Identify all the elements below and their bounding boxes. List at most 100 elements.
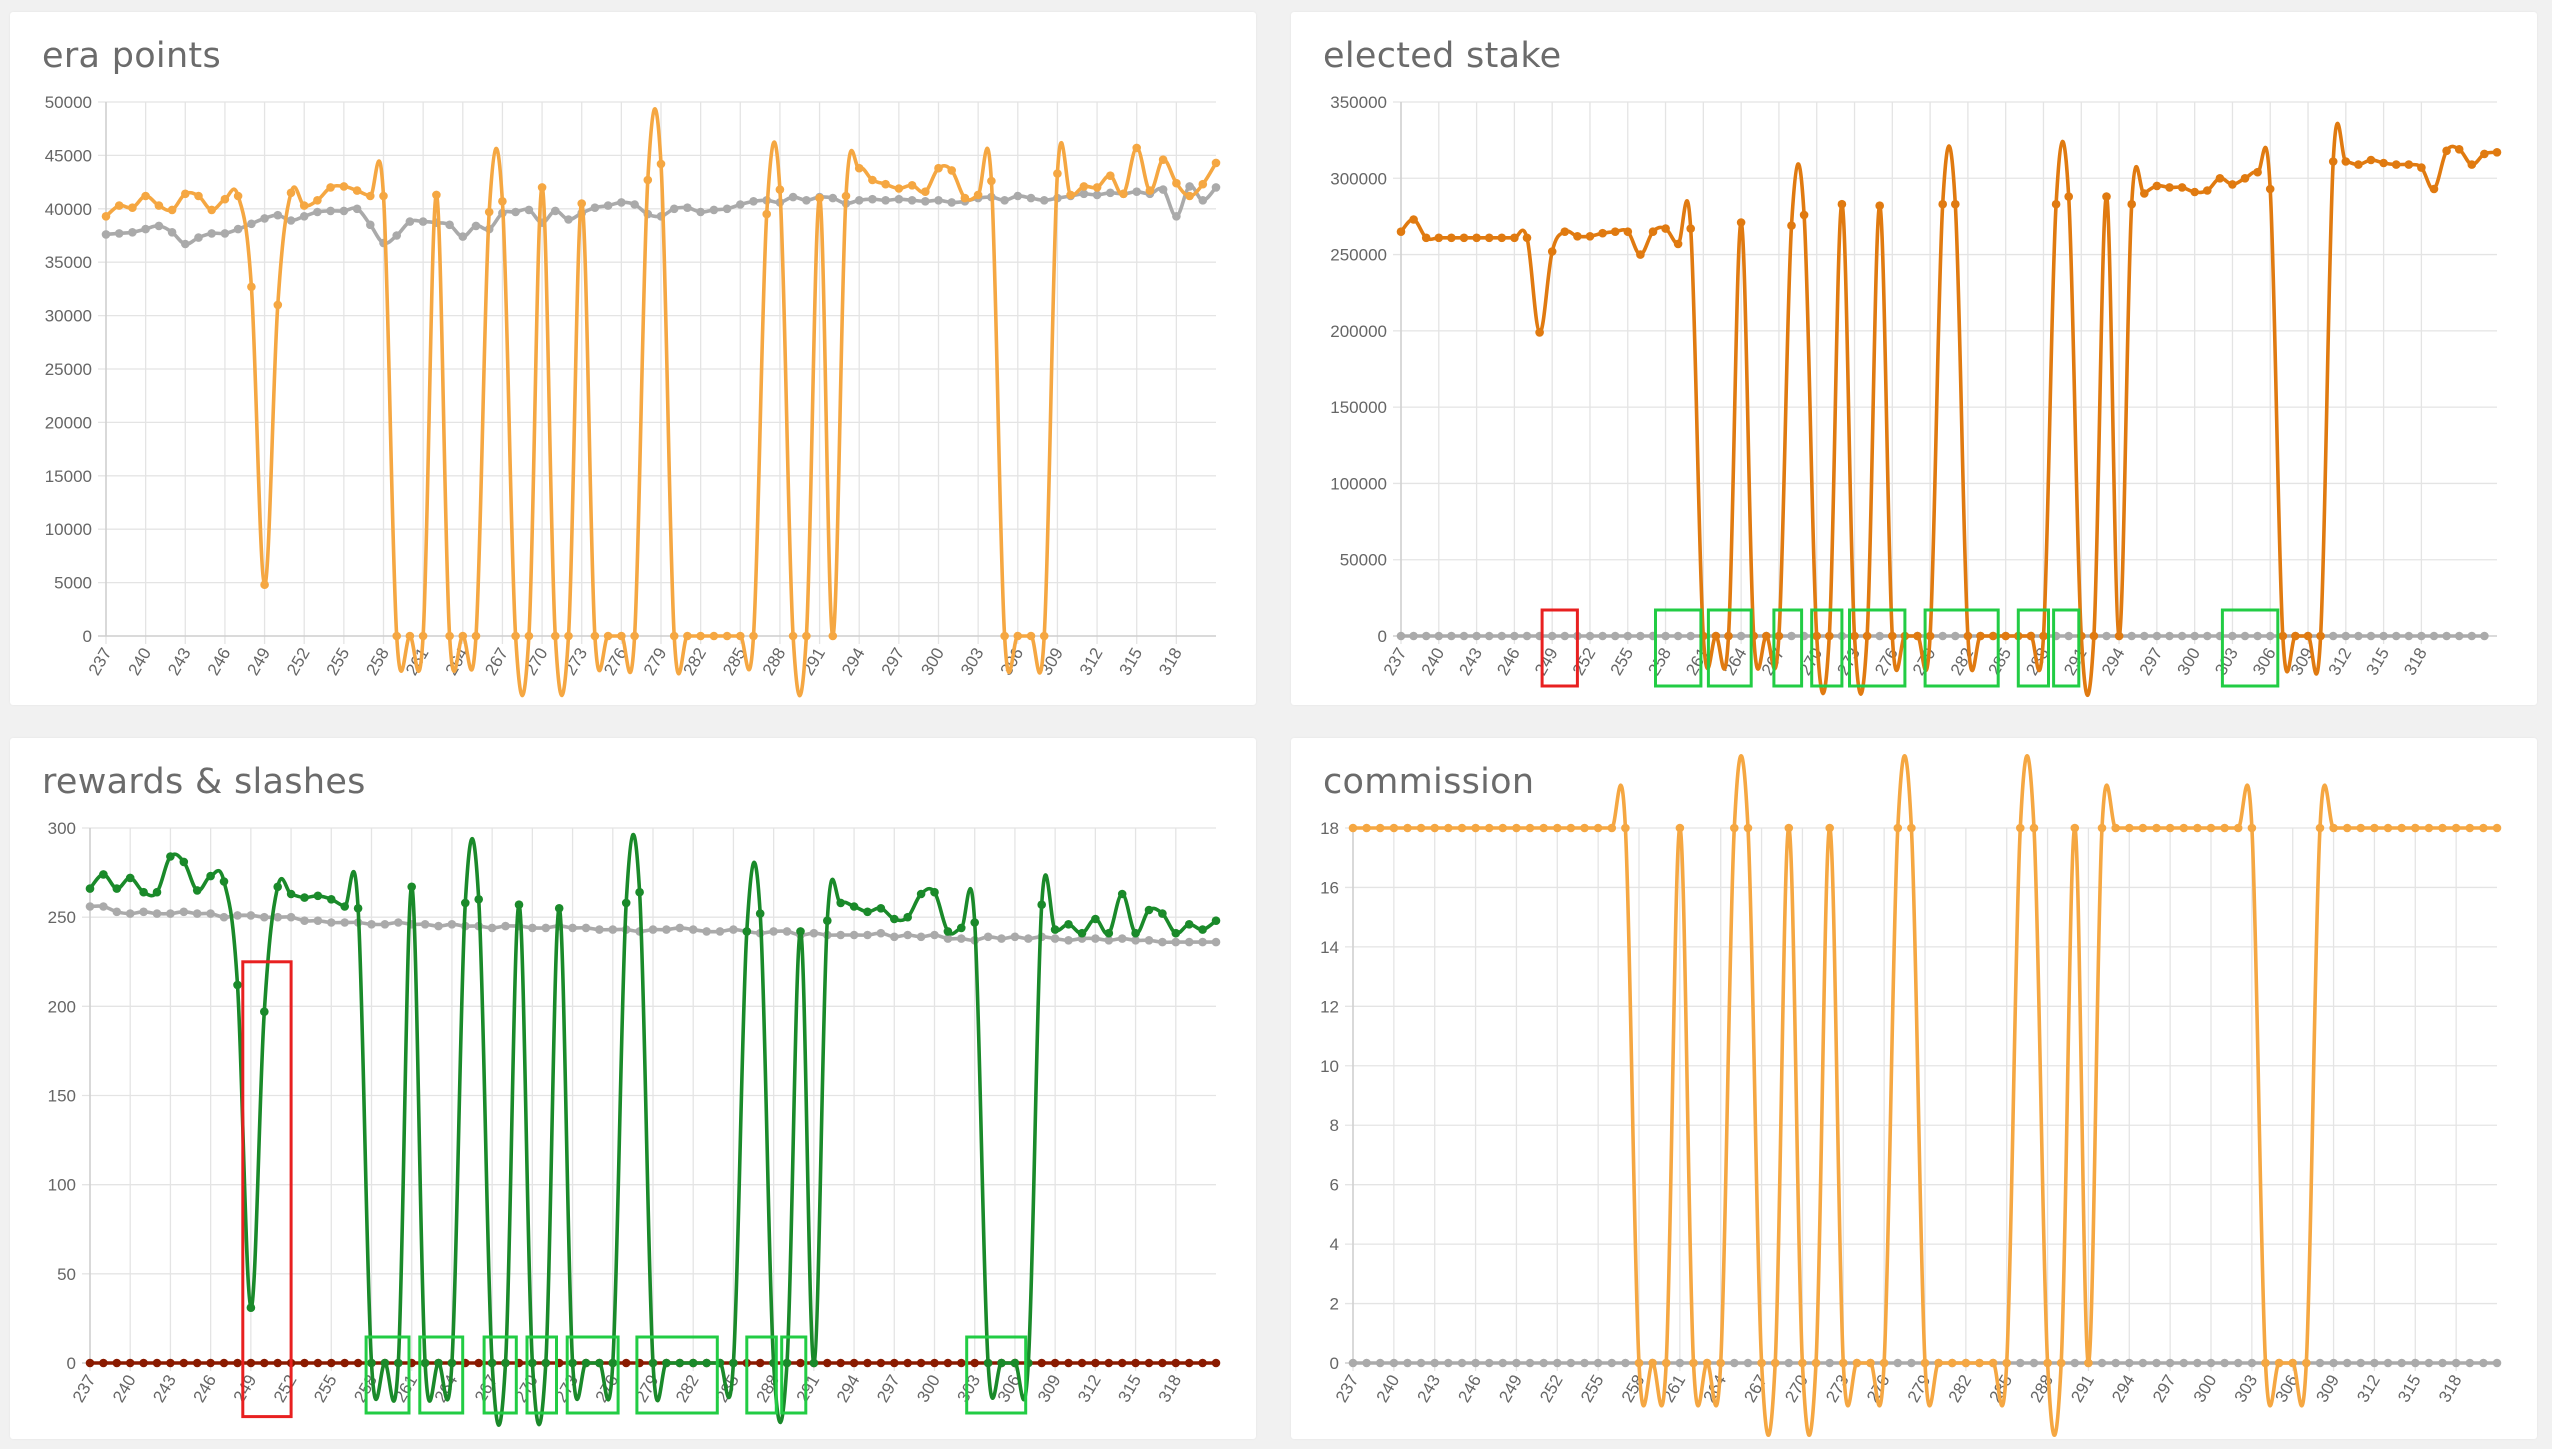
y-tick-label: 0 bbox=[1378, 627, 1387, 646]
y-tick-label: 50 bbox=[57, 1265, 76, 1284]
data-point bbox=[2404, 160, 2414, 169]
data-point bbox=[2177, 183, 2187, 192]
data-point bbox=[1963, 631, 1973, 641]
highlight-box bbox=[418, 1335, 465, 1415]
data-point bbox=[1403, 1358, 1412, 1368]
data-point bbox=[85, 884, 95, 893]
series-0 bbox=[85, 832, 1221, 1428]
x-tick-label: 294 bbox=[2098, 645, 2129, 679]
data-point bbox=[769, 927, 778, 936]
data-point bbox=[2341, 157, 2351, 166]
data-point bbox=[1711, 631, 1721, 641]
data-point bbox=[973, 190, 983, 200]
data-point bbox=[458, 232, 468, 241]
data-point bbox=[890, 1358, 899, 1368]
data-point bbox=[2356, 1358, 2366, 1368]
data-point bbox=[1484, 233, 1494, 243]
data-point bbox=[590, 203, 600, 212]
y-tick-label: 50000 bbox=[1340, 551, 1387, 570]
x-tick-label: 246 bbox=[204, 645, 235, 679]
data-point bbox=[2233, 823, 2243, 833]
data-point bbox=[1812, 631, 1821, 641]
data-point bbox=[2240, 174, 2250, 183]
data-point bbox=[890, 932, 899, 942]
data-point bbox=[662, 925, 671, 934]
data-point bbox=[380, 1358, 390, 1368]
data-point bbox=[590, 631, 600, 641]
data-point bbox=[220, 194, 230, 204]
data-point bbox=[2165, 823, 2175, 833]
data-point bbox=[2329, 823, 2338, 833]
data-point bbox=[1348, 823, 1358, 833]
data-point bbox=[581, 923, 591, 933]
y-tick-label: 10000 bbox=[45, 520, 92, 539]
data-point bbox=[1585, 232, 1595, 241]
grid bbox=[1393, 101, 2497, 644]
data-point bbox=[1050, 1358, 1060, 1368]
data-point bbox=[916, 889, 926, 899]
y-tick-label: 12 bbox=[1320, 997, 1339, 1016]
data-point bbox=[2316, 631, 2325, 641]
data-point bbox=[1064, 920, 1073, 929]
x-tick-label: 288 bbox=[2026, 1372, 2057, 1406]
data-point bbox=[2465, 823, 2475, 833]
data-point bbox=[154, 201, 164, 210]
data-point bbox=[2138, 823, 2148, 833]
x-tick-label: 312 bbox=[2353, 1372, 2384, 1406]
data-point bbox=[568, 923, 577, 933]
data-point bbox=[1079, 189, 1089, 199]
data-point bbox=[2190, 187, 2199, 197]
data-point bbox=[352, 204, 362, 214]
data-point bbox=[192, 1358, 202, 1368]
data-point bbox=[749, 197, 758, 206]
y-tick-label: 18 bbox=[1320, 819, 1339, 838]
y-tick-label: 250 bbox=[48, 908, 76, 927]
data-point bbox=[1484, 631, 1494, 641]
data-point bbox=[1566, 1358, 1576, 1368]
x-tick-label: 291 bbox=[2060, 645, 2091, 679]
data-point bbox=[1091, 934, 1100, 943]
data-point bbox=[1362, 1358, 1371, 1368]
data-point bbox=[782, 1358, 792, 1368]
data-point bbox=[1066, 190, 1075, 200]
data-point bbox=[471, 631, 481, 641]
data-point bbox=[260, 580, 269, 589]
data-point bbox=[139, 907, 148, 917]
x-tick-label: 315 bbox=[1114, 1372, 1145, 1406]
series-0 bbox=[1396, 121, 2502, 697]
data-point bbox=[1510, 233, 1519, 243]
data-point bbox=[1211, 916, 1221, 925]
data-point bbox=[1498, 823, 1508, 833]
data-point bbox=[181, 239, 190, 249]
data-point bbox=[1673, 239, 1683, 249]
data-point bbox=[260, 214, 269, 223]
data-point bbox=[313, 1358, 323, 1368]
highlight-box bbox=[745, 1335, 778, 1415]
y-tick-label: 300000 bbox=[1330, 169, 1387, 188]
y-tick-label: 0 bbox=[83, 627, 92, 646]
data-point bbox=[99, 870, 108, 879]
x-tick-label: 252 bbox=[270, 1372, 301, 1406]
data-point bbox=[1598, 228, 1607, 238]
data-point bbox=[300, 893, 309, 902]
data-point bbox=[1132, 143, 1141, 153]
data-point bbox=[2193, 823, 2202, 833]
data-point bbox=[1198, 196, 1208, 205]
data-point bbox=[635, 887, 644, 897]
data-point bbox=[1104, 928, 1114, 938]
data-point bbox=[595, 1358, 604, 1368]
data-point bbox=[2253, 631, 2262, 641]
data-point bbox=[1106, 171, 1115, 180]
data-point bbox=[930, 930, 939, 940]
data-point bbox=[1050, 934, 1060, 943]
x-tick-label: 258 bbox=[362, 645, 393, 679]
data-point bbox=[327, 918, 336, 927]
data-point bbox=[1925, 631, 1935, 641]
data-point bbox=[2089, 631, 2099, 641]
data-point bbox=[1039, 631, 1049, 641]
rewards-slashes-chart: 0 50 100 150 200 250 300 237 240 243 246 249 252 255 2… bbox=[48, 819, 1221, 1428]
data-point bbox=[487, 923, 497, 933]
data-point bbox=[233, 911, 242, 920]
data-point bbox=[152, 887, 162, 897]
data-point bbox=[2097, 823, 2107, 833]
